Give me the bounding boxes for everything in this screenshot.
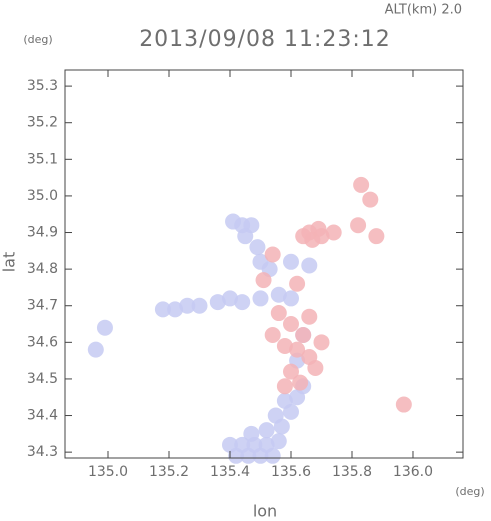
echo-point	[295, 228, 312, 245]
echo-point	[313, 334, 330, 351]
y-tick-label: 34.9	[27, 225, 58, 241]
echo-point	[270, 286, 287, 303]
echo-point	[249, 239, 266, 256]
y-tick-label: 34.6	[27, 334, 58, 350]
y-tick-label: 35.2	[27, 115, 58, 131]
echo-point	[282, 316, 299, 333]
echo-point	[243, 425, 260, 442]
echo-point	[234, 294, 251, 311]
echo-point	[362, 191, 379, 208]
echo-point	[221, 436, 238, 453]
echo-point	[313, 228, 330, 245]
echo-point	[292, 374, 309, 391]
y-tick-label: 35.0	[27, 188, 58, 204]
echo-point	[264, 246, 281, 263]
echo-point	[282, 253, 299, 270]
y-tick-label: 34.5	[27, 371, 58, 387]
y-tick-label: 34.7	[27, 298, 58, 314]
echo-point	[301, 257, 318, 274]
echo-point	[270, 433, 287, 450]
echo-point	[276, 378, 293, 395]
chart-title: 2013/09/08 11:23:12	[139, 27, 391, 52]
echo-point	[96, 319, 113, 336]
echo-point	[258, 436, 275, 453]
echo-point	[167, 301, 184, 318]
echo-point	[255, 272, 272, 289]
echo-point	[301, 308, 318, 325]
echo-point	[154, 301, 171, 318]
altitude-label: ALT(km) 2.0	[385, 3, 462, 18]
y-tick-label: 35.3	[27, 78, 58, 94]
echo-point	[353, 176, 370, 193]
echo-point	[289, 341, 306, 358]
echo-point	[282, 290, 299, 307]
echo-point	[252, 290, 269, 307]
x-tick-label: 135.4	[210, 464, 250, 480]
y-tick-label: 35.1	[27, 151, 58, 167]
echo-point	[350, 217, 367, 234]
echo-point	[289, 275, 306, 292]
x-tick-label: 136.0	[393, 464, 433, 480]
echo-point	[325, 224, 342, 241]
y-tick-label: 34.4	[27, 408, 58, 424]
echo-point	[295, 327, 312, 344]
plot-area	[87, 176, 412, 464]
echo-point	[270, 305, 287, 322]
plot-frame	[64, 69, 464, 459]
echo-point	[264, 327, 281, 344]
echo-point	[267, 407, 284, 424]
echo-point	[276, 337, 293, 354]
x-tick-label: 135.6	[271, 464, 311, 480]
x-tick-label: 135.8	[332, 464, 372, 480]
echo-point	[191, 297, 208, 314]
x-tick-label: 135.2	[149, 464, 189, 480]
echo-point	[395, 396, 412, 413]
y-axis-label: lat	[0, 252, 19, 273]
echo-point	[237, 228, 254, 245]
echo-point	[234, 436, 251, 453]
echo-point	[87, 341, 104, 358]
echo-point	[307, 359, 324, 376]
y-tick-label: 34.8	[27, 261, 58, 277]
echo-point	[282, 363, 299, 380]
y-unit: (deg)	[23, 33, 52, 46]
x-unit: (deg)	[455, 485, 484, 498]
echo-point	[209, 294, 226, 311]
echo-point	[258, 422, 275, 439]
echo-point	[179, 297, 196, 314]
x-axis-label: lon	[253, 502, 277, 521]
echo-point	[276, 392, 293, 409]
x-tick-label: 135.0	[88, 464, 128, 480]
echo-point	[368, 228, 385, 245]
y-tick-label: 34.3	[27, 444, 58, 460]
echo-point	[221, 290, 238, 307]
